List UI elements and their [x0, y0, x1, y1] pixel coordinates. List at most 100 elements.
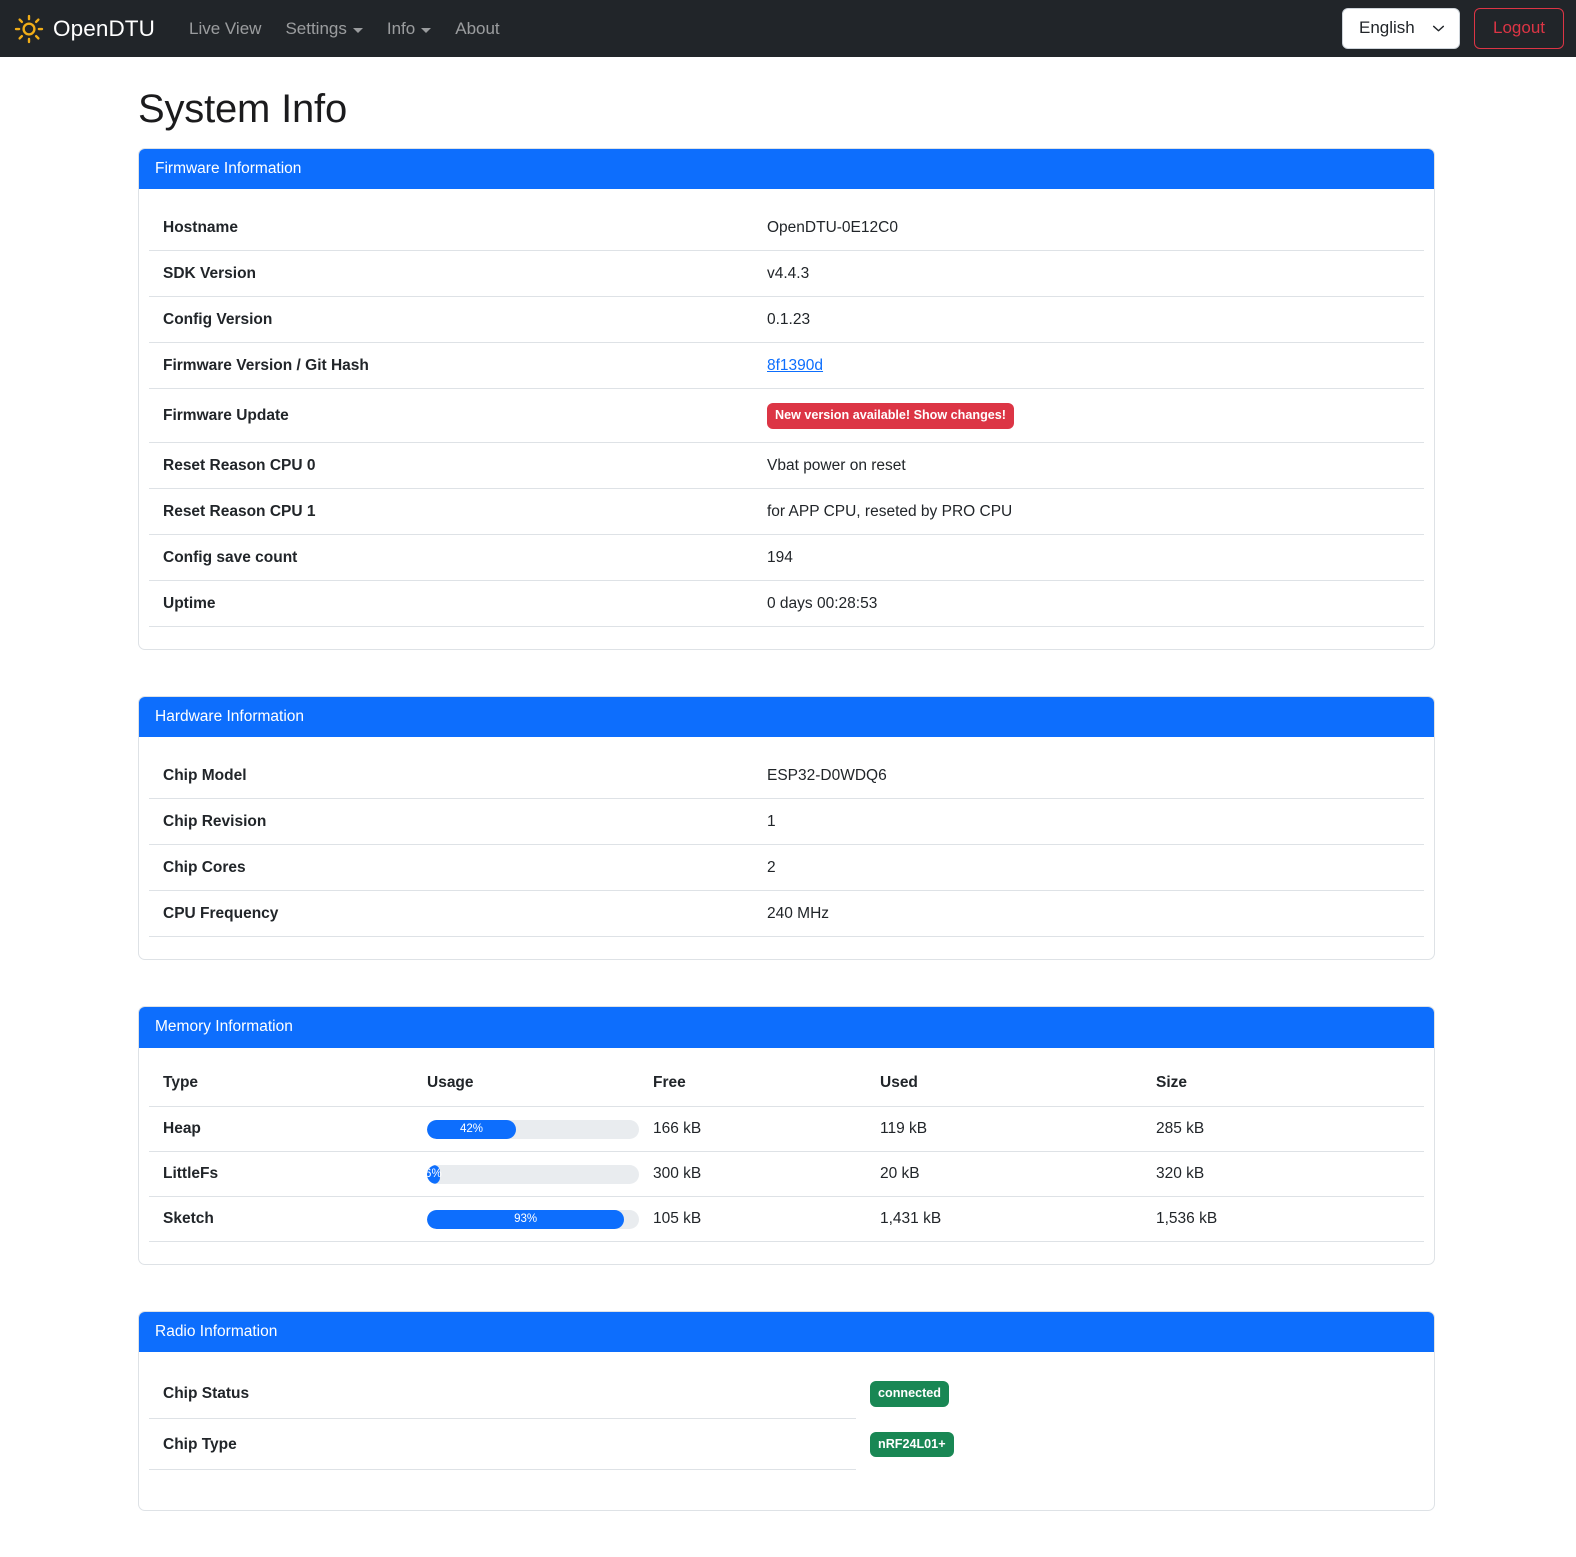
page-content: System Info Firmware Information Hostnam… [0, 87, 1576, 1511]
column-header-type: Type [149, 1063, 413, 1107]
table-row: Reset Reason CPU 1 for APP CPU, reseted … [149, 488, 1424, 535]
row-value: New version available! Show changes! [753, 388, 1424, 443]
firmware-update-badge[interactable]: New version available! Show changes! [767, 403, 1014, 429]
table-row: Chip Revision 1 [149, 798, 1424, 846]
memory-free: 300 kB [639, 1151, 866, 1197]
table-header-row: Type Usage Free Used Size [149, 1063, 1424, 1107]
memory-table: Type Usage Free Used Size Heap 42% [149, 1063, 1424, 1242]
row-value: 0 days 00:28:53 [753, 580, 1424, 627]
firmware-information-card: Firmware Information Hostname OpenDTU-0E… [138, 148, 1435, 650]
usage-progress-track: 6% [427, 1164, 639, 1184]
nav-links: Live View Settings Info About [177, 11, 512, 47]
radio-information-card: Radio Information Chip Status connected … [138, 1310, 1435, 1511]
row-key: Config save count [149, 534, 753, 581]
column-header-used: Used [866, 1063, 1142, 1107]
table-row: Uptime 0 days 00:28:53 [149, 580, 1424, 627]
table-row: Chip Type nRF24L01+ [149, 1418, 1424, 1470]
brand-name: OpenDTU [53, 15, 155, 41]
page-title: System Info [138, 87, 347, 131]
row-value: 194 [753, 534, 1424, 581]
row-key: Firmware Update [149, 388, 753, 443]
memory-card-header: Memory Information [139, 1007, 1434, 1048]
column-header-usage: Usage [413, 1063, 639, 1107]
chevron-down-icon [352, 28, 363, 33]
nav-item-info[interactable]: Info [375, 11, 443, 47]
row-key: Chip Cores [149, 844, 753, 892]
memory-size: 285 kB [1142, 1106, 1424, 1152]
memory-size: 320 kB [1142, 1151, 1424, 1197]
nav-item-about[interactable]: About [443, 11, 511, 47]
hardware-information-card: Hardware Information Chip Model ESP32-D0… [138, 695, 1435, 961]
row-key: Firmware Version / Git Hash [149, 342, 753, 390]
memory-used: 1,431 kB [866, 1196, 1142, 1242]
chevron-down-icon [421, 28, 432, 33]
row-value: 8f1390d [753, 342, 1424, 390]
column-header-size: Size [1142, 1063, 1424, 1107]
table-row: Hostname OpenDTU-0E12C0 [149, 205, 1424, 252]
hardware-card-header: Hardware Information [139, 696, 1434, 738]
table-row: Reset Reason CPU 0 Vbat power on reset [149, 442, 1424, 489]
row-key: Hostname [149, 205, 753, 252]
table-row: LittleFs 6% 300 kB 20 kB 320 kB [149, 1151, 1424, 1197]
memory-type: Sketch [149, 1196, 413, 1242]
radio-card-header: Radio Information [139, 1311, 1434, 1353]
row-value: 240 MHz [753, 890, 1424, 938]
row-value: for APP CPU, reseted by PRO CPU [753, 488, 1424, 535]
row-value: 2 [753, 844, 1424, 892]
memory-free: 105 kB [639, 1196, 866, 1242]
usage-progress-bar: 6% [427, 1164, 442, 1184]
row-key: Chip Status [149, 1368, 856, 1420]
radio-card-body: Chip Status connected Chip Type nRF24L01… [139, 1352, 1434, 1509]
nav-item-live-view-label: Live View [188, 18, 262, 38]
table-row: Sketch 93% 105 kB 1,431 kB 1,536 kB [149, 1196, 1424, 1242]
row-key: Chip Type [149, 1418, 856, 1470]
table-row: Config save count 194 [149, 534, 1424, 581]
usage-progress-track: 42% [427, 1119, 639, 1139]
nav-item-live-view[interactable]: Live View [177, 11, 273, 47]
row-key: SDK Version [149, 250, 753, 298]
row-value: 1 [753, 798, 1424, 846]
column-header-free: Free [639, 1063, 866, 1107]
language-select[interactable]: English [1342, 8, 1460, 49]
table-row: Firmware Version / Git Hash 8f1390d [149, 342, 1424, 390]
firmware-card-body: Hostname OpenDTU-0E12C0 SDK Version v4.4… [139, 189, 1434, 648]
table-row: CPU Frequency 240 MHz [149, 890, 1424, 938]
row-value: connected [856, 1368, 1424, 1418]
chip-type-badge: nRF24L01+ [870, 1431, 954, 1458]
hardware-table: Chip Model ESP32-D0WDQ6 Chip Revision 1 … [149, 753, 1424, 938]
logout-button[interactable]: Logout [1474, 8, 1564, 49]
table-row: Chip Status connected [149, 1368, 1424, 1420]
git-hash-link[interactable]: 8f1390d [767, 357, 824, 375]
row-value: ESP32-D0WDQ6 [753, 753, 1424, 800]
radio-table: Chip Status connected Chip Type nRF24L01… [149, 1368, 1424, 1470]
brand-logo-link[interactable]: OpenDTU [14, 14, 155, 44]
usage-progress-bar: 93% [427, 1209, 625, 1229]
firmware-card-header: Firmware Information [139, 149, 1434, 190]
nav-item-info-label: Info [386, 18, 416, 38]
row-value: Vbat power on reset [753, 442, 1424, 489]
memory-usage-cell: 93% [413, 1196, 639, 1242]
nav-item-settings[interactable]: Settings [273, 11, 374, 47]
memory-used: 20 kB [866, 1151, 1142, 1197]
nav-item-about-label: About [455, 18, 500, 38]
row-value: nRF24L01+ [856, 1419, 1424, 1469]
firmware-table: Hostname OpenDTU-0E12C0 SDK Version v4.4… [149, 205, 1424, 627]
memory-size: 1,536 kB [1142, 1196, 1424, 1242]
navbar-right-controls: English Logout [1342, 8, 1564, 49]
memory-free: 166 kB [639, 1106, 866, 1152]
row-key: Uptime [149, 580, 753, 627]
table-row: Config Version 0.1.23 [149, 296, 1424, 344]
row-value: v4.4.3 [753, 250, 1424, 298]
usage-progress-track: 93% [427, 1209, 639, 1229]
table-row: SDK Version v4.4.3 [149, 250, 1424, 298]
row-value: OpenDTU-0E12C0 [753, 205, 1424, 252]
memory-used: 119 kB [866, 1106, 1142, 1152]
memory-type: Heap [149, 1106, 413, 1152]
sun-icon [14, 14, 44, 44]
nav-item-settings-label: Settings [285, 18, 347, 38]
memory-usage-cell: 6% [413, 1151, 639, 1197]
row-key: Chip Model [149, 753, 753, 800]
row-key: Reset Reason CPU 1 [149, 488, 753, 535]
memory-type: LittleFs [149, 1151, 413, 1197]
table-row: Chip Model ESP32-D0WDQ6 [149, 753, 1424, 800]
